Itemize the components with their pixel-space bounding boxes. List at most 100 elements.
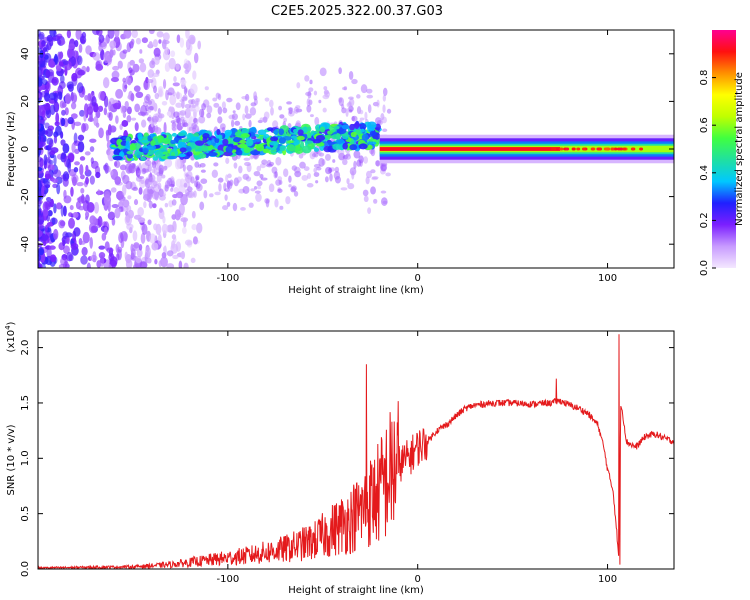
spectrogram-cell: [47, 158, 51, 164]
spectrogram-cell: [112, 102, 121, 110]
spectrogram-cell: [153, 85, 157, 94]
spectrogram-cell: [86, 201, 95, 213]
spectrogram-cells: [38, 30, 674, 268]
spectrogram-cell: [206, 105, 213, 114]
colorbar-tick-label: 0.0: [699, 260, 710, 276]
spectrogram-cell: [319, 126, 326, 133]
spectrogram-cell: [313, 167, 317, 173]
spectrogram-cell: [382, 87, 388, 97]
spectrogram-cell: [167, 92, 173, 96]
spectrogram-cell: [301, 174, 309, 181]
spectrogram-cell: [199, 162, 206, 168]
spectrogram-cell: [259, 173, 264, 179]
colorbar-gradient: [712, 30, 736, 268]
spectrogram-cell: [115, 88, 124, 99]
spectrogram-cell: [273, 129, 279, 136]
spectrogram-cell: [73, 132, 78, 144]
spectrogram-cell: [152, 203, 157, 209]
spectrogram-cell: [322, 94, 330, 100]
spectrogram-cell: [255, 138, 261, 142]
spectrogram-cell: [214, 137, 220, 144]
snr-multiplier-exponent: 4: [4, 325, 12, 330]
colorbar-tick-label: 0.4: [699, 165, 710, 181]
spectrogram-cell: [132, 230, 138, 242]
spectrogram-cell: [183, 63, 189, 70]
spectrogram-cell: [57, 91, 63, 100]
spectrogram-cell: [279, 205, 284, 210]
spectrogram-cell: [151, 168, 156, 174]
y-tick-label: 0.0: [20, 561, 31, 577]
spectrogram-cell: [126, 223, 134, 231]
spectrogram-cell: [51, 76, 59, 86]
spectrogram-cell: [363, 195, 369, 203]
spectrogram-cell: [197, 40, 202, 50]
spectrogram-cell: [110, 77, 119, 83]
spectrogram-cell: [222, 138, 229, 146]
spectrogram-cell: [291, 185, 297, 192]
spectrogram-cell: [365, 176, 370, 185]
spectrogram-y-ticks: -40 -20 0 20 40: [20, 47, 674, 252]
spectrogram-cell: [154, 151, 164, 158]
spectrogram-cell: [122, 80, 128, 93]
spectrogram-cell: [125, 163, 133, 174]
spectrogram-cell: [183, 86, 188, 96]
spectrogram-cell: [140, 232, 146, 244]
spectrogram-cell: [38, 93, 41, 98]
spectrogram-cell: [362, 189, 369, 197]
y-tick-label: 40: [20, 47, 31, 60]
spectrogram-cell: [85, 176, 89, 185]
spectrogram-cell: [138, 58, 145, 64]
spectrogram-cell: [195, 222, 203, 234]
spectrogram-cell: [340, 187, 348, 191]
spectrogram-cell: [162, 151, 169, 155]
spectrogram-cell: [132, 63, 140, 73]
spectrogram-cell: [157, 182, 162, 190]
colorbar-tick-label: 0.2: [699, 212, 710, 228]
spectrogram-cell: [576, 147, 581, 151]
spectrogram-cell: [139, 261, 148, 268]
spectrogram-cell: [120, 105, 125, 114]
spectrogram-cell: [250, 150, 260, 156]
spectrogram-cell: [164, 202, 169, 208]
spectrogram-cell: [73, 121, 82, 127]
spectrogram-cell: [303, 166, 310, 171]
spectrogram-cell: [92, 30, 100, 36]
spectrogram-cell: [206, 112, 212, 119]
spectrogram-cell: [246, 163, 252, 173]
spectrogram-core: [379, 147, 561, 151]
spectrogram-cell: [58, 52, 63, 60]
spectrogram-cell: [218, 183, 222, 192]
spectrogram-cell: [254, 190, 261, 194]
spectrogram-cell: [117, 60, 123, 69]
spectrogram-cell: [313, 172, 320, 177]
spectrogram-cell: [313, 147, 320, 152]
spectrogram-cell: [173, 111, 180, 118]
spectrogram-cell: [119, 123, 123, 131]
spectrogram-cell: [66, 30, 72, 39]
spectrogram-cell: [366, 170, 372, 179]
spectrogram-cell: [65, 232, 73, 238]
spectrogram-cell: [151, 242, 159, 251]
spectrogram-cell: [103, 226, 108, 236]
spectrogram-cell: [217, 177, 224, 183]
spectrogram-cell: [137, 175, 145, 179]
spectrogram-cell: [135, 91, 144, 99]
spectrogram-cell: [153, 102, 158, 112]
spectrogram-cell: [350, 131, 357, 138]
spectrogram-cell: [139, 62, 147, 73]
spectrogram-cell: [70, 92, 78, 104]
spectrogram-cell: [123, 30, 132, 39]
spectrogram-cell: [51, 178, 59, 184]
spectrogram-cell: [147, 144, 156, 151]
spectrogram-cell: [137, 111, 146, 116]
spectrogram-cell: [147, 164, 152, 173]
spectrogram-cell: [216, 128, 221, 136]
spectrogram-cell: [226, 97, 233, 103]
spectrogram-cell: [38, 33, 44, 40]
spectrogram-cell: [213, 102, 220, 108]
spectrogram-cell: [264, 198, 270, 204]
spectrogram-cell: [202, 133, 210, 139]
spectrogram-cell: [71, 142, 76, 153]
spectrogram-cell: [367, 207, 372, 214]
spectrogram-cell: [296, 135, 305, 141]
